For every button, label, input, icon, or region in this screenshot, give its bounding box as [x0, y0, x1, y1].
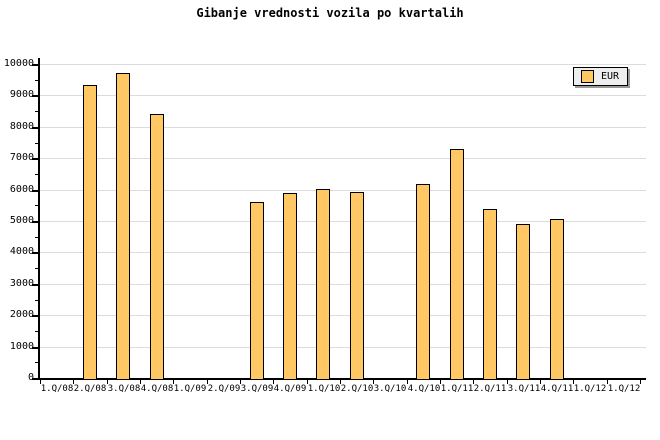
- x-axis-tick: [540, 380, 541, 384]
- y-tick-label: 4000: [9, 246, 34, 257]
- x-tick-label: 4.Q/09: [273, 384, 307, 394]
- bar: [350, 192, 364, 379]
- x-axis-tick: [140, 380, 141, 384]
- x-axis-tick: [607, 380, 608, 384]
- h-gridline: [40, 315, 646, 316]
- y-axis-minor-tick: [35, 300, 39, 301]
- y-axis-minor-tick: [35, 111, 39, 112]
- bar: [450, 149, 464, 379]
- legend-series-label: EUR: [601, 71, 620, 82]
- y-axis-minor-tick: [35, 174, 39, 175]
- x-axis-tick: [407, 380, 408, 384]
- y-axis-tick: [32, 63, 39, 66]
- x-axis-tick: [73, 380, 74, 384]
- bar: [116, 72, 130, 379]
- y-axis-tick: [32, 94, 39, 97]
- y-axis-minor-tick: [35, 237, 39, 238]
- x-axis-tick: [240, 380, 241, 384]
- h-gridline: [40, 221, 646, 222]
- x-tick-label: 2.Q/11: [473, 384, 507, 394]
- x-tick-label: 4.Q/08: [140, 384, 174, 394]
- y-tick-label: 8000: [9, 121, 34, 132]
- x-axis-tick: [273, 380, 274, 384]
- y-axis-tick: [32, 377, 39, 380]
- h-gridline: [40, 95, 646, 96]
- legend: EUR: [573, 67, 628, 86]
- x-axis-tick: [473, 380, 474, 384]
- x-tick-label: 3.Q/11: [507, 384, 541, 394]
- bar: [516, 224, 530, 379]
- x-tick-label: 4.Q/11: [540, 384, 574, 394]
- x-axis-tick: [173, 380, 174, 384]
- y-axis-tick: [32, 251, 39, 254]
- bar: [416, 183, 430, 379]
- x-tick-label: 1.Q/09: [173, 384, 207, 394]
- x-axis-tick: [107, 380, 108, 384]
- y-axis-minor-tick: [35, 143, 39, 144]
- h-gridline: [40, 127, 646, 128]
- h-gridline: [40, 190, 646, 191]
- y-axis-line: [38, 58, 40, 379]
- bar: [83, 85, 97, 379]
- bar: [483, 208, 497, 379]
- x-tick-label: 3.Q/10: [373, 384, 407, 394]
- h-gridline: [40, 64, 646, 65]
- x-axis-line: [38, 378, 646, 380]
- x-tick-label: 1.Q/12: [607, 384, 641, 394]
- x-axis-tick: [507, 380, 508, 384]
- x-axis-tick: [340, 380, 341, 384]
- h-gridline: [40, 158, 646, 159]
- y-axis-tick: [32, 126, 39, 129]
- h-gridline: [40, 347, 646, 348]
- y-axis-minor-tick: [35, 80, 39, 81]
- y-tick-label: 6000: [9, 184, 34, 195]
- x-tick-label: 3.Q/09: [240, 384, 274, 394]
- legend-swatch-icon: [581, 70, 594, 83]
- x-tick-label: 3.Q/08: [107, 384, 141, 394]
- y-tick-label: 2000: [9, 309, 34, 320]
- y-tick-label: 5000: [9, 215, 34, 226]
- y-axis-minor-tick: [35, 331, 39, 332]
- bar: [150, 113, 164, 379]
- y-axis-tick: [32, 220, 39, 223]
- chart-title: Gibanje vrednosti vozila po kvartalih: [196, 6, 464, 20]
- bar: [550, 218, 564, 379]
- x-axis-tick: [440, 380, 441, 384]
- y-tick-label: 10000: [3, 58, 34, 69]
- y-axis-minor-tick: [35, 362, 39, 363]
- y-tick-label: 9000: [9, 89, 34, 100]
- x-tick-label: 4.Q/10: [407, 384, 441, 394]
- x-axis-tick: [640, 380, 641, 384]
- x-axis-tick: [207, 380, 208, 384]
- y-tick-label: 7000: [9, 152, 34, 163]
- x-tick-label: 1.Q/10: [307, 384, 341, 394]
- x-tick-label: 2.Q/09: [207, 384, 241, 394]
- h-gridline: [40, 252, 646, 253]
- y-axis-minor-tick: [35, 205, 39, 206]
- x-axis-tick: [573, 380, 574, 384]
- y-axis-tick: [32, 157, 39, 160]
- h-gridline: [40, 284, 646, 285]
- y-tick-label: 1000: [9, 341, 34, 352]
- y-tick-label: 3000: [9, 278, 34, 289]
- bar: [316, 189, 330, 379]
- x-tick-label: 1.Q/08: [40, 384, 74, 394]
- y-axis-tick: [32, 189, 39, 192]
- y-axis-minor-tick: [35, 268, 39, 269]
- y-axis-tick: [32, 314, 39, 317]
- x-tick-label: 2.Q/10: [340, 384, 374, 394]
- y-axis-tick: [32, 346, 39, 349]
- bar: [250, 202, 264, 379]
- x-axis-tick: [373, 380, 374, 384]
- x-axis-tick: [40, 380, 41, 384]
- y-tick-label: 0: [27, 372, 34, 383]
- x-tick-label: 1.Q/12: [573, 384, 607, 394]
- x-tick-label: 2.Q/08: [73, 384, 107, 394]
- y-axis-tick: [32, 283, 39, 286]
- x-tick-label: 1.Q/11: [440, 384, 474, 394]
- bar: [283, 192, 297, 379]
- x-axis-tick: [307, 380, 308, 384]
